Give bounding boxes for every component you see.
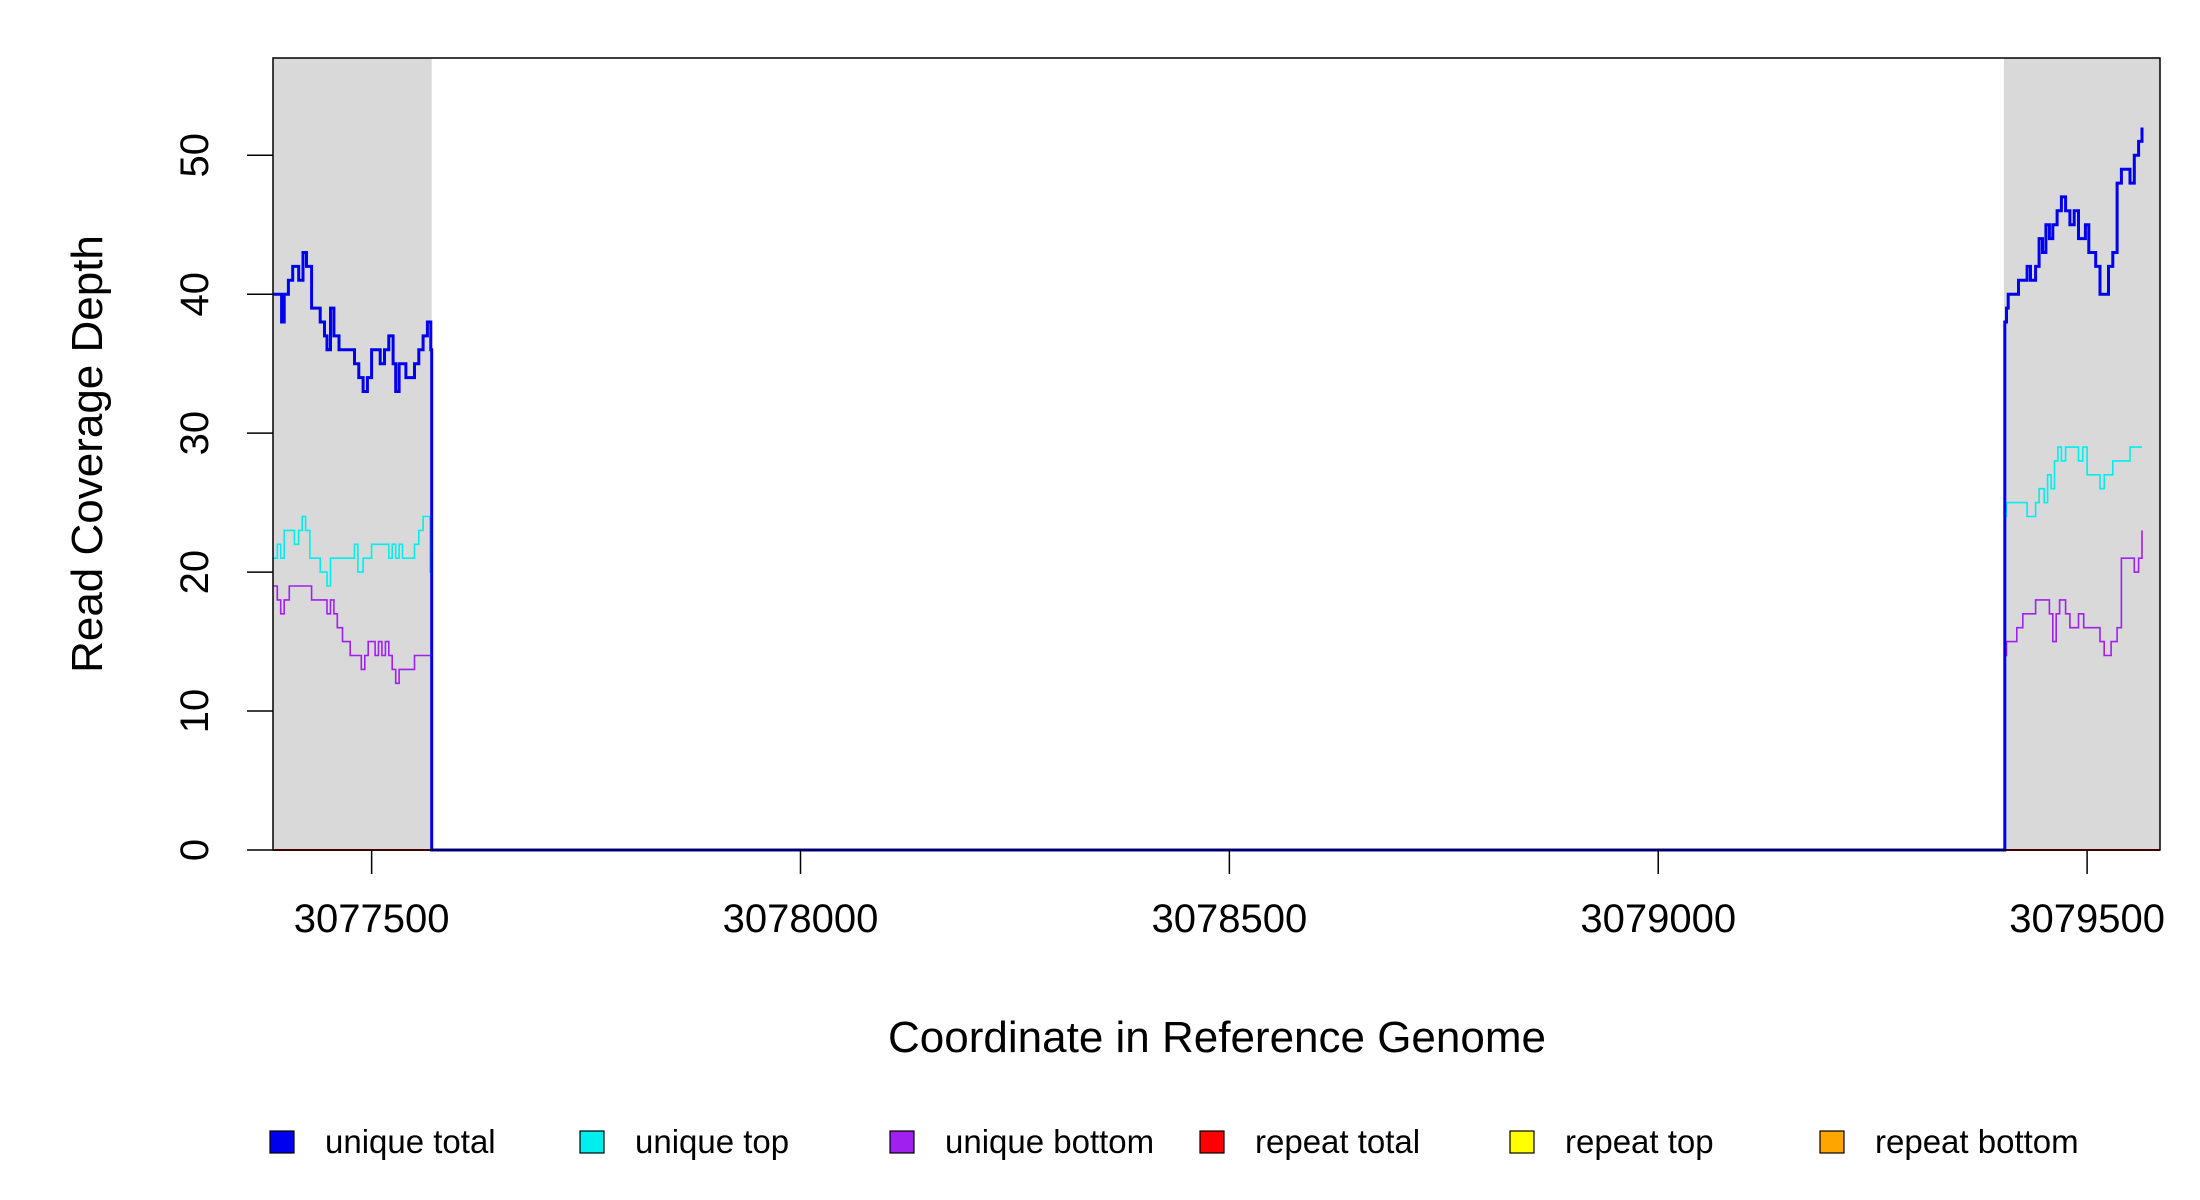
legend-swatch-repeat-top — [1509, 1130, 1535, 1154]
y-tick-label-30: 30 — [173, 411, 217, 456]
series-line-unique-top — [273, 446, 2142, 851]
legend-swatch-repeat-bottom — [1819, 1130, 1845, 1154]
legend-label-repeat-top: repeat top — [1565, 1123, 1714, 1160]
legend: unique total unique top unique bottom repea… — [269, 1123, 2079, 1160]
legend-label-unique-top: unique top — [635, 1123, 789, 1160]
x-axis: 3077500 3078000 3078500 3079000 3079500 — [294, 850, 2165, 941]
legend-label-repeat-total: repeat total — [1255, 1123, 1420, 1160]
shaded-region-2 — [2003, 58, 2160, 850]
legend-label-unique-total: unique total — [325, 1123, 496, 1160]
y-axis: 0 10 20 30 40 50 — [173, 133, 273, 861]
legend-label-unique-bottom: unique bottom — [945, 1123, 1154, 1160]
shaded-regions — [273, 58, 2160, 850]
plot-frame — [272, 57, 2161, 851]
x-tick-label-3077500: 3077500 — [294, 897, 450, 941]
y-tick-label-20: 20 — [173, 550, 217, 595]
y-tick-label-40: 40 — [173, 272, 217, 317]
series-lines — [273, 127, 2160, 852]
series-line-unique-total — [273, 127, 2144, 852]
y-tick-label-10: 10 — [173, 689, 217, 734]
x-tick-label-3078500: 3078500 — [1151, 897, 1307, 941]
x-tick-label-3079500: 3079500 — [2009, 897, 2165, 941]
series-line-unique-bottom — [273, 530, 2143, 851]
shaded-region-1 — [273, 58, 432, 850]
legend-swatch-unique-total — [269, 1130, 295, 1154]
legend-swatch-unique-bottom — [889, 1130, 915, 1154]
y-tick-label-50: 50 — [173, 133, 217, 178]
legend-swatch-repeat-total — [1199, 1130, 1225, 1154]
x-tick-label-3078000: 3078000 — [723, 897, 879, 941]
legend-swatch-unique-top — [579, 1130, 605, 1154]
y-tick-label-0: 0 — [173, 839, 217, 861]
y-axis-title: Read Coverage Depth — [63, 235, 112, 673]
legend-label-repeat-bottom: repeat bottom — [1875, 1123, 2079, 1160]
x-tick-label-3079000: 3079000 — [1580, 897, 1736, 941]
x-axis-title: Coordinate in Reference Genome — [888, 1013, 1546, 1062]
